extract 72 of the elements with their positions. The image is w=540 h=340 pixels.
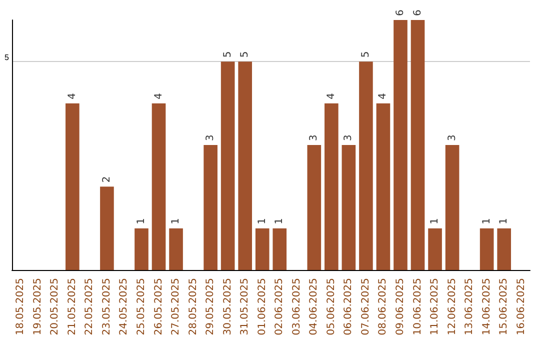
x-tick-label: 19.05.2025 xyxy=(32,278,44,336)
bar xyxy=(152,103,166,270)
data-label: 1 xyxy=(498,218,510,224)
bar xyxy=(480,228,494,270)
x-tick-label: 01.06.2025 xyxy=(256,278,268,336)
x-tick-label: 21.05.2025 xyxy=(66,278,78,336)
bar xyxy=(307,145,322,270)
data-label: 1 xyxy=(136,218,147,224)
data-label: 6 xyxy=(395,10,406,16)
bar xyxy=(428,228,442,270)
x-tick-label: 08.06.2025 xyxy=(378,278,389,336)
x-tick-label: 11.06.2025 xyxy=(430,278,441,336)
x-tick-label: 26.05.2025 xyxy=(153,278,164,336)
x-tick-label: 06.06.2025 xyxy=(343,278,354,336)
data-label: 1 xyxy=(430,218,441,224)
bar xyxy=(497,228,512,270)
data-label: 5 xyxy=(360,51,372,58)
x-tick-label: 31.05.2025 xyxy=(240,278,251,336)
data-label: 4 xyxy=(326,92,337,100)
bar xyxy=(394,20,408,270)
x-tick-label: 15.06.2025 xyxy=(498,278,510,336)
x-tick-label: 09.06.2025 xyxy=(395,278,406,336)
x-tick-label: 28.05.2025 xyxy=(188,278,199,336)
x-tick-label: 25.05.2025 xyxy=(136,278,147,336)
bar xyxy=(66,103,80,270)
data-label: 1 xyxy=(481,218,492,224)
data-label: 1 xyxy=(170,218,182,224)
x-tick-label: 20.05.2025 xyxy=(50,278,61,336)
data-label: 6 xyxy=(412,10,424,16)
x-tick-label: 05.06.2025 xyxy=(326,278,337,336)
data-label: 3 xyxy=(343,134,354,141)
x-tick-label: 04.06.2025 xyxy=(308,278,320,336)
bar xyxy=(342,145,356,270)
x-tick-label: 27.05.2025 xyxy=(170,278,182,336)
bar xyxy=(169,228,183,270)
x-tick-label: 14.06.2025 xyxy=(481,278,492,336)
data-label: 1 xyxy=(274,218,286,224)
data-label: 1 xyxy=(256,218,268,224)
x-tick-label: 07.06.2025 xyxy=(360,278,372,336)
bar xyxy=(238,62,252,270)
x-tick-label: 10.06.2025 xyxy=(412,278,424,336)
bar xyxy=(220,62,235,270)
bar xyxy=(204,145,218,270)
data-label: 2 xyxy=(101,176,112,183)
x-tick-label: 18.05.2025 xyxy=(15,278,26,336)
bar xyxy=(100,186,114,270)
x-tick-label: 03.06.2025 xyxy=(291,278,302,336)
bar xyxy=(324,103,338,270)
data-label: 4 xyxy=(66,92,78,100)
x-tick-label: 30.05.2025 xyxy=(222,278,234,336)
x-tick-label: 29.05.2025 xyxy=(205,278,216,336)
bar xyxy=(134,228,148,270)
data-label: 3 xyxy=(205,134,216,141)
x-tick-label: 22.05.2025 xyxy=(84,278,96,336)
x-tick-label: 12.06.2025 xyxy=(446,278,458,336)
data-label: 5 xyxy=(222,51,234,58)
data-label: 4 xyxy=(153,92,164,100)
bar xyxy=(255,228,270,270)
data-label: 3 xyxy=(446,134,458,141)
x-tick-label: 16.06.2025 xyxy=(516,278,527,336)
bar xyxy=(410,20,425,270)
x-tick-label: 24.05.2025 xyxy=(118,278,130,336)
data-label: 3 xyxy=(308,134,320,141)
data-label: 4 xyxy=(378,92,389,100)
bar xyxy=(359,62,373,270)
bar xyxy=(272,228,287,270)
bar xyxy=(376,103,390,270)
x-tick-label: 23.05.2025 xyxy=(101,278,112,336)
x-tick-label: 13.06.2025 xyxy=(464,278,476,336)
x-tick-label: 02.06.2025 xyxy=(274,278,286,336)
data-label: 5 xyxy=(240,51,251,58)
bar xyxy=(445,145,460,270)
